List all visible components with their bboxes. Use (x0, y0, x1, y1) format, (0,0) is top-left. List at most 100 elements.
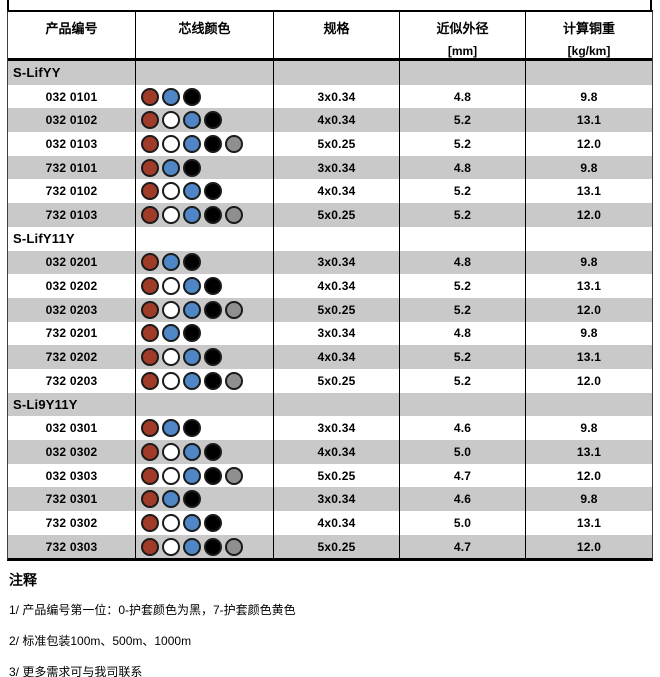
blue-core-dot-icon (162, 324, 180, 343)
blue-core-dot-icon (162, 490, 180, 509)
core-colors-cell (136, 155, 274, 180)
red-core-dot-icon (141, 87, 159, 106)
black-core-dot-icon (204, 466, 222, 485)
section-spec-cell (274, 226, 400, 251)
spec-cell: 5x0.25 (274, 534, 400, 559)
copper-weight-cell: 13.1 (576, 279, 602, 294)
red-core-dot-icon (141, 205, 159, 224)
outer-diameter-cell: 5.2 (400, 108, 526, 133)
outer-diameter-cell: 4.6 (400, 487, 526, 512)
table-row: 732 0102 4x0.34 5.2 13.1 (8, 179, 652, 204)
section-spec-cell (274, 61, 400, 85)
blue-core-dot-icon (183, 513, 201, 532)
spec-cell: 4x0.34 (274, 511, 400, 535)
outer-diameter-cell: 4.7 (400, 463, 526, 488)
table-row: 732 0302 4x0.34 5.0 13.1 (8, 511, 652, 535)
outer-diameter-cell: 4.8 (400, 84, 526, 109)
copper-weight-cell: 13.1 (576, 444, 602, 459)
gray-core-dot-icon (225, 134, 243, 153)
black-core-dot-icon (183, 490, 201, 509)
core-colors-cell (136, 487, 274, 512)
core-colors-cell (136, 108, 274, 133)
blue-core-dot-icon (162, 253, 180, 272)
spec-cell: 5x0.25 (274, 463, 400, 488)
gray-core-dot-icon (225, 371, 243, 390)
table-row: 732 0201 3x0.34 4.8 9.8 (8, 321, 652, 346)
section-od-cell (400, 392, 526, 417)
spec-cell: 4x0.34 (274, 274, 400, 298)
black-core-dot-icon (204, 513, 222, 532)
column-header-copper-weight: 计算铜重 [kg/km] (526, 12, 652, 58)
outer-diameter-cell: 4.7 (400, 534, 526, 559)
notes-section: 注释 1/ 产品编号第一位：0-护套颜色为黑，7-护套颜色黄色 2/ 标准包装1… (9, 570, 649, 677)
core-colors-cell (136, 274, 274, 298)
white-core-dot-icon (162, 300, 180, 319)
copper-weight-cell: 9.8 (580, 492, 598, 507)
outer-diameter-cell: 5.0 (400, 440, 526, 464)
copper-weight-cell: 9.8 (580, 160, 598, 175)
product-code-cell: 032 0202 (8, 274, 136, 298)
copper-weight-cell: 13.1 (576, 350, 602, 365)
spec-cell: 5x0.25 (274, 297, 400, 322)
white-core-dot-icon (162, 277, 180, 296)
red-core-dot-icon (141, 253, 159, 272)
red-core-dot-icon (141, 182, 159, 201)
copper-weight-cell: 9.8 (580, 326, 598, 341)
red-core-dot-icon (141, 513, 159, 532)
table-row: 732 0203 5x0.25 5.2 12.0 (8, 368, 652, 393)
spec-cell: 3x0.34 (274, 155, 400, 180)
column-header-label: 产品编号 (45, 21, 98, 36)
core-colors-cell (136, 463, 274, 488)
black-core-dot-icon (204, 277, 222, 296)
red-core-dot-icon (141, 158, 159, 177)
black-core-dot-icon (183, 158, 201, 177)
black-core-dot-icon (183, 419, 201, 438)
copper-weight-cell: 12.0 (576, 468, 602, 483)
section-name: S-Li9Y11Y (8, 392, 136, 417)
black-core-dot-icon (183, 87, 201, 106)
copper-weight-cell: 13.1 (576, 515, 602, 530)
table-row: 032 0202 4x0.34 5.2 13.1 (8, 274, 652, 298)
section-name: S-LifY11Y (8, 226, 136, 251)
column-header-product-code: 产品编号 (8, 12, 136, 58)
section-header-row: S-Li9Y11Y (8, 392, 652, 417)
spec-cell: 4x0.34 (274, 108, 400, 133)
black-core-dot-icon (204, 111, 222, 130)
red-core-dot-icon (141, 466, 159, 485)
table-header-row: 产品编号 芯线颜色 规格 近似外径 [mm] 计算铜重 [kg/km] (8, 12, 652, 61)
product-code-cell: 032 0201 (8, 250, 136, 275)
column-header-label: 规格 (323, 21, 350, 36)
column-header-unit: [mm] (447, 44, 478, 58)
section-colors-cell (136, 392, 274, 417)
product-code-cell: 032 0102 (8, 108, 136, 133)
note-line: 3/ 更多需求可与我司联系 (9, 665, 143, 677)
red-core-dot-icon (141, 537, 159, 556)
black-core-dot-icon (204, 371, 222, 390)
blue-core-dot-icon (162, 158, 180, 177)
outer-diameter-cell: 5.2 (400, 345, 526, 369)
core-colors-cell (136, 511, 274, 535)
product-code-cell: 732 0303 (8, 534, 136, 559)
outer-diameter-cell: 5.0 (400, 511, 526, 535)
black-core-dot-icon (204, 300, 222, 319)
black-core-dot-icon (183, 324, 201, 343)
section-header-row: S-LifYY (8, 61, 652, 85)
outer-diameter-cell: 5.2 (400, 179, 526, 204)
table-row: 732 0303 5x0.25 4.7 12.0 (8, 534, 652, 559)
table-row: 032 0201 3x0.34 4.8 9.8 (8, 250, 652, 275)
black-core-dot-icon (204, 134, 222, 153)
product-code-cell: 732 0102 (8, 179, 136, 204)
table-row: 732 0301 3x0.34 4.6 9.8 (8, 487, 652, 512)
blue-core-dot-icon (162, 419, 180, 438)
blue-core-dot-icon (183, 182, 201, 201)
white-core-dot-icon (162, 205, 180, 224)
black-core-dot-icon (204, 348, 222, 367)
column-header-label: 芯线颜色 (178, 21, 231, 36)
product-code-cell: 732 0202 (8, 345, 136, 369)
copper-weight-cell: 12.0 (576, 373, 602, 388)
core-colors-cell (136, 416, 274, 440)
table-row: 032 0301 3x0.34 4.6 9.8 (8, 416, 652, 440)
section-weight-cell (526, 61, 652, 85)
copper-weight-cell: 12.0 (576, 539, 602, 554)
white-core-dot-icon (162, 111, 180, 130)
